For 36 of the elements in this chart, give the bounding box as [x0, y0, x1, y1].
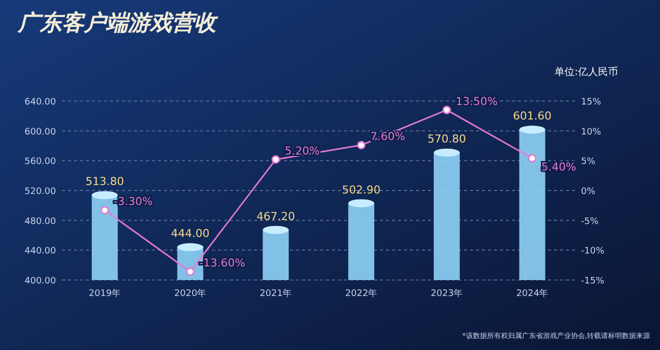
data-label: 570.80: [428, 132, 466, 146]
x-tick-label: 2020年: [174, 288, 206, 299]
point: [528, 154, 536, 163]
y2-tick-label: 15%: [581, 98, 602, 108]
y2-tick-label: -15%: [581, 276, 605, 286]
x-tick-label: 2021年: [260, 288, 292, 299]
data-label: 467.20: [256, 210, 295, 223]
chart-title: 广东客户端游戏营收: [17, 10, 219, 36]
y-tick-label: 400.00: [24, 276, 56, 286]
data-label: 13.50%: [456, 94, 498, 108]
data-label: 513.80: [86, 175, 124, 188]
x-tick-label: 2024年: [516, 288, 548, 299]
point: [272, 155, 280, 164]
y2-tick-label: 5%: [581, 157, 596, 168]
data-label: 444.00: [171, 227, 210, 240]
y-tick-label: 480.00: [24, 216, 56, 227]
y2-tick-label: 10%: [581, 127, 602, 138]
data-label: 5.20%: [284, 144, 320, 158]
data-label: 601.60: [513, 110, 552, 123]
chart-subtitle: 单位:亿人民币: [554, 66, 618, 78]
x-tick-label: 2022年: [345, 288, 378, 299]
y-tick-label: 520.00: [24, 187, 56, 197]
y2-tick-label: -10%: [581, 246, 605, 257]
y-tick-label: 640.00: [24, 98, 56, 108]
point: [186, 267, 194, 276]
y-tick-label: 440.00: [24, 246, 56, 257]
data-label: 502.90: [342, 183, 380, 196]
y2-tick-label: 0%: [581, 187, 596, 197]
y-tick-label: 600.00: [24, 127, 56, 138]
point: [100, 206, 109, 214]
x-tick-label: 2019年: [88, 288, 121, 299]
y2-tick-label: -5%: [581, 216, 599, 227]
point: [442, 106, 451, 114]
x-tick-label: 2023年: [430, 288, 463, 299]
point: [357, 140, 366, 150]
y-tick-label: 560.00: [24, 157, 56, 168]
